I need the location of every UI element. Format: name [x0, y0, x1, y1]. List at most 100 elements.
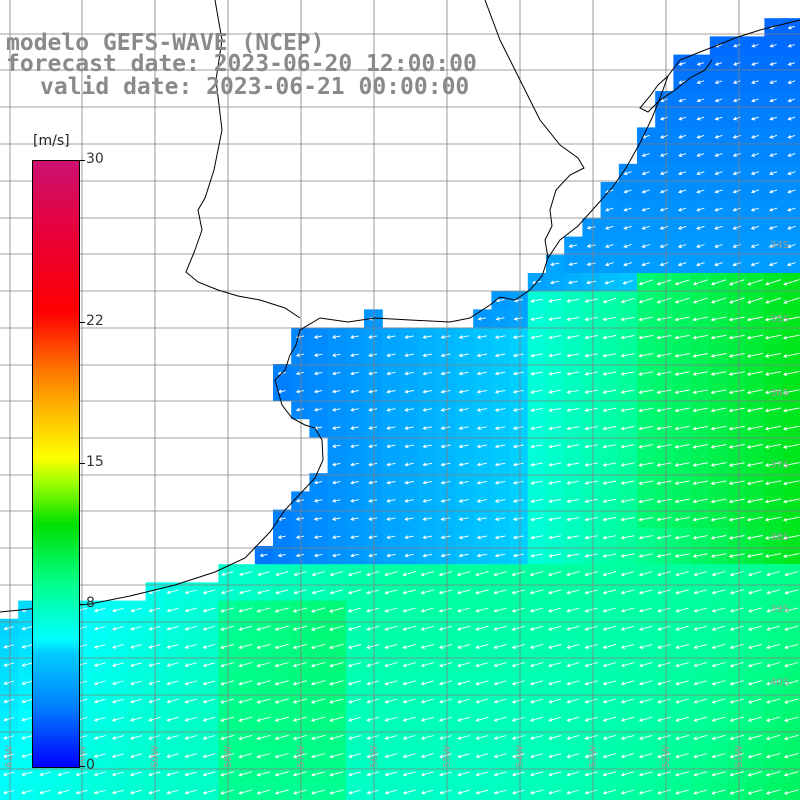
longitude-label: 60W	[77, 745, 88, 768]
wind-arrow	[368, 553, 378, 558]
wind-arrow	[656, 553, 672, 558]
latitude-label: 34S	[770, 240, 789, 251]
wind-arrow	[422, 444, 433, 449]
wind-arrow	[166, 589, 179, 595]
wind-arrow	[548, 371, 562, 376]
wind-arrow	[746, 334, 763, 340]
wind-arrow	[438, 643, 453, 649]
wind-arrow	[238, 734, 253, 741]
wind-arrow	[604, 280, 615, 285]
wind-arrow	[656, 353, 672, 358]
wind-arrow	[710, 535, 727, 540]
wind-arrow	[711, 753, 726, 759]
wind-arrow	[714, 80, 723, 85]
wind-arrow	[746, 443, 763, 449]
wind-arrow	[530, 335, 543, 340]
wind-arrow	[566, 353, 580, 358]
wind-arrow	[457, 662, 471, 668]
wind-arrow	[384, 735, 398, 740]
wind-arrow	[365, 625, 380, 631]
wind-arrow	[420, 753, 434, 759]
wind-arrow	[476, 517, 488, 522]
wind-arrow	[638, 371, 654, 376]
wind-arrow	[511, 607, 526, 613]
wind-arrow	[782, 316, 800, 322]
wind-arrow	[476, 426, 488, 431]
wind-arrow	[764, 462, 782, 468]
wind-arrow	[620, 353, 635, 358]
wind-arrow	[696, 225, 705, 230]
wind-arrow	[256, 734, 271, 741]
wind-arrow	[130, 644, 143, 649]
wind-arrow	[130, 680, 143, 686]
wind-arrow	[111, 789, 125, 795]
wind-arrow	[548, 462, 562, 467]
wind-arrow	[782, 553, 800, 559]
wind-arrow	[765, 734, 781, 741]
model-title: modelo GEFS-WAVE (NCEP)	[6, 30, 325, 56]
wind-arrow	[782, 480, 800, 486]
wind-arrow	[438, 662, 453, 668]
wind-arrow	[494, 553, 506, 558]
wind-arrow	[422, 426, 433, 430]
wind-arrow	[404, 426, 414, 430]
wind-arrow	[783, 789, 799, 795]
longitude-label: 58W	[223, 745, 234, 768]
wind-arrow	[274, 734, 289, 741]
wind-arrow	[710, 389, 727, 395]
wind-arrow	[494, 335, 506, 340]
wind-arrow	[166, 625, 179, 631]
wind-arrow	[714, 207, 723, 212]
wind-arrow	[329, 734, 344, 741]
wind-arrow	[548, 553, 562, 558]
longitude-label: 53W	[588, 745, 599, 768]
wind-arrow	[566, 371, 580, 376]
wind-arrow	[623, 262, 632, 267]
wind-arrow	[548, 771, 562, 777]
wind-arrow	[750, 153, 759, 157]
wind-arrow	[747, 297, 763, 304]
wind-arrow	[3, 662, 15, 667]
wind-arrow	[783, 297, 800, 304]
wind-arrow	[493, 680, 507, 686]
wind-arrow	[184, 753, 198, 759]
wind-arrow	[529, 571, 544, 577]
wind-arrow	[475, 735, 489, 740]
wind-arrow	[638, 698, 653, 704]
wind-arrow	[782, 443, 800, 449]
wind-arrow	[747, 789, 763, 795]
wind-arrow	[620, 553, 635, 558]
wind-arrow	[656, 498, 672, 504]
wind-arrow	[750, 225, 760, 230]
wind-arrow	[422, 371, 433, 376]
wind-arrow	[384, 643, 398, 649]
wind-arrow	[656, 462, 672, 467]
wind-arrow	[641, 244, 651, 248]
wind-arrow	[746, 407, 763, 413]
wind-arrow	[329, 680, 344, 686]
wind-arrow	[220, 643, 235, 650]
wind-arrow	[275, 589, 289, 595]
wind-arrow	[674, 371, 690, 376]
wind-arrow	[368, 462, 378, 467]
wind-arrow	[764, 534, 782, 540]
latitude-label: 38S	[770, 532, 789, 543]
wind-arrow	[764, 371, 782, 377]
wind-arrow	[365, 571, 380, 577]
wind-arrow	[257, 589, 270, 595]
wind-arrow	[494, 444, 506, 449]
wind-arrow	[495, 298, 505, 303]
wind-arrow	[530, 353, 543, 358]
wind-arrow	[566, 316, 580, 322]
wind-arrow	[782, 516, 800, 522]
wind-arrow	[475, 589, 489, 595]
wind-arrow	[184, 607, 197, 613]
wind-arrow	[782, 389, 800, 395]
wind-arrow	[641, 153, 650, 157]
wind-arrow	[256, 789, 271, 795]
wind-arrow	[566, 662, 580, 668]
wind-arrow	[620, 643, 635, 649]
wind-arrow	[130, 753, 143, 759]
wind-arrow	[94, 607, 106, 613]
latitude-label: 37S	[770, 460, 789, 471]
